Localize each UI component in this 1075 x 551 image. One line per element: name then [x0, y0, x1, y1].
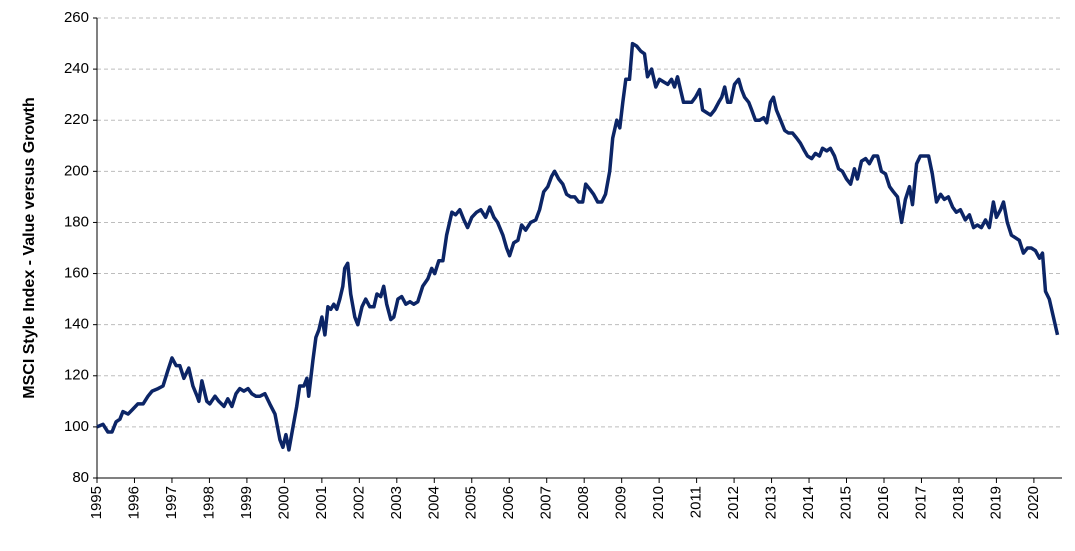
x-tick-label: 1999 [238, 486, 255, 519]
y-tick-label: 260 [64, 9, 89, 26]
y-tick-label: 100 [64, 418, 89, 435]
x-tick-label: 2011 [688, 486, 705, 518]
x-tick-label: 2016 [875, 486, 892, 519]
x-tick-label: 2005 [463, 486, 480, 519]
x-tick-label: 2019 [987, 486, 1004, 519]
x-tick-label: 2003 [388, 486, 405, 519]
x-tick-label: 2010 [650, 486, 667, 519]
y-tick-label: 200 [64, 162, 89, 179]
x-tick-label: 2001 [313, 486, 330, 519]
y-tick-label: 120 [64, 367, 89, 384]
x-tick-label: 1995 [88, 486, 105, 519]
y-tick-label: 80 [72, 469, 89, 486]
x-tick-label: 2012 [725, 486, 742, 519]
x-tick-label: 2018 [950, 486, 967, 519]
x-tick-label: 2002 [350, 486, 367, 519]
y-tick-label: 160 [64, 265, 89, 282]
y-axis-label: MSCI Style Index - Value versus Growth [21, 97, 38, 398]
x-tick-label: 2008 [575, 486, 592, 519]
y-tick-label: 180 [64, 213, 89, 230]
y-tick-label: 140 [64, 316, 89, 333]
x-tick-label: 2015 [837, 486, 854, 519]
x-tick-label: 2006 [500, 486, 517, 519]
x-tick-label: 1996 [125, 486, 142, 519]
y-tick-label: 220 [64, 111, 89, 128]
x-tick-label: 2009 [613, 486, 630, 519]
x-tick-label: 1998 [200, 486, 217, 519]
x-tick-label: 2007 [538, 486, 555, 519]
data-line [96, 41, 1060, 452]
x-tick-label: 2000 [275, 486, 292, 519]
y-tick-label: 240 [64, 60, 89, 77]
x-tick-label: 2014 [800, 486, 817, 519]
x-tick-label: 2020 [1025, 486, 1042, 519]
x-tick-label: 2013 [763, 486, 780, 519]
x-tick-label: 1997 [163, 486, 180, 519]
x-tick-label: 2017 [912, 486, 929, 519]
x-tick-label: 2004 [425, 486, 442, 519]
